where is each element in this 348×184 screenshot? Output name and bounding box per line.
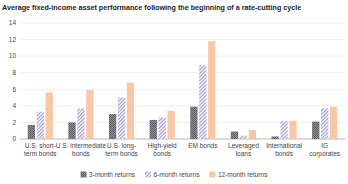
x-tick-label: U.S. intermediatebonds <box>56 142 107 157</box>
x-tick-label: U.S. long-term bonds <box>105 142 138 157</box>
bar <box>77 108 84 139</box>
legend-swatch <box>209 172 215 178</box>
grid-line <box>20 23 345 24</box>
bar <box>68 122 75 139</box>
bar <box>271 137 278 139</box>
y-tick-label: 6 <box>12 86 16 93</box>
bar <box>289 121 296 139</box>
legend: 3-month returns 6-month returns 12-month r… <box>81 171 269 178</box>
x-tick-label: EM bonds <box>188 142 218 149</box>
bars <box>28 41 338 139</box>
bar <box>231 132 238 139</box>
x-tick-label: Internationalbonds <box>266 142 302 157</box>
bar <box>28 125 35 139</box>
y-tick-label: 12 <box>9 36 17 43</box>
legend-swatch <box>81 172 87 178</box>
bar <box>280 121 287 139</box>
bar <box>109 114 116 139</box>
legend-swatch <box>145 172 151 178</box>
legend-label: 6-month returns <box>154 171 201 178</box>
x-tick-label: U.S. short-term bonds <box>24 142 57 157</box>
bar <box>312 122 319 139</box>
legend-label: 12-month returns <box>218 171 268 178</box>
chart-container: Average fixed-income asset performance f… <box>0 0 348 184</box>
x-tick-label: IGcorporates <box>309 142 340 158</box>
y-tick-label: 4 <box>12 102 16 109</box>
grid-line <box>20 56 345 57</box>
bar <box>118 98 125 139</box>
y-tick-label: 10 <box>9 52 17 59</box>
x-tick-label: Leveragedloans <box>228 142 259 157</box>
y-tick-label: 0 <box>12 135 16 142</box>
grid-line <box>20 39 345 40</box>
bar <box>249 130 256 139</box>
bar <box>86 90 93 139</box>
bar <box>46 93 53 139</box>
bar <box>199 65 206 139</box>
title: Average fixed-income asset performance f… <box>2 3 301 12</box>
bar <box>167 111 174 139</box>
grid-line <box>20 72 345 73</box>
bar <box>159 117 166 139</box>
bar <box>150 120 157 139</box>
bar <box>321 108 328 139</box>
bar <box>330 107 337 139</box>
legend-label: 3-month returns <box>89 171 136 178</box>
y-tick-label: 2 <box>12 119 16 126</box>
chart: Average fixed-income asset performance f… <box>0 0 348 184</box>
bar <box>127 83 134 139</box>
bar <box>190 107 197 139</box>
y-tick-label: 8 <box>12 69 16 76</box>
bar <box>208 41 215 139</box>
grid-line <box>20 89 345 90</box>
y-tick-label: 14 <box>9 19 17 26</box>
bar <box>240 136 247 139</box>
bar <box>37 112 44 139</box>
grid-line <box>20 105 345 106</box>
x-tick-label: High-yieldbonds <box>148 142 177 157</box>
